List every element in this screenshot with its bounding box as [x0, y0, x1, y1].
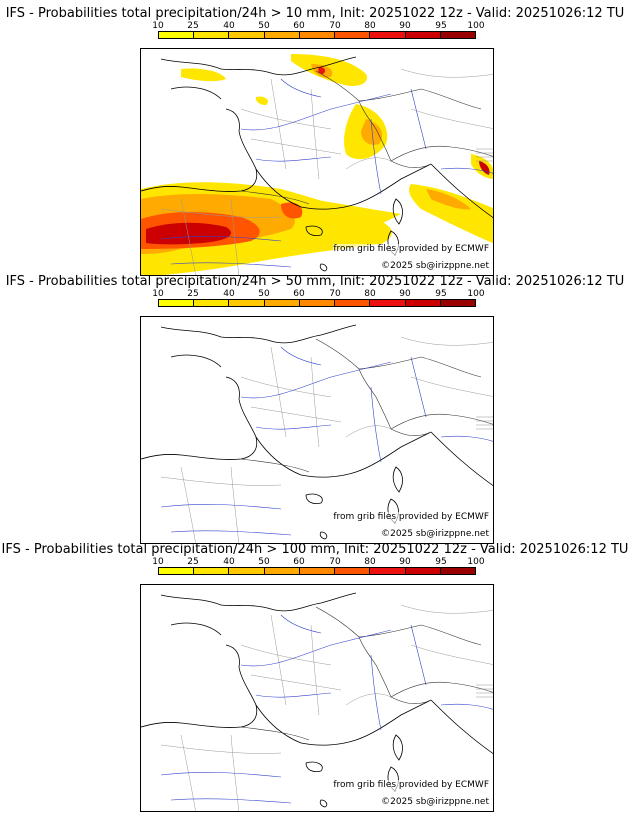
alpine-detail [476, 148, 493, 162]
colorbar-segment [370, 32, 406, 38]
colorbar-tick: 90 [399, 21, 411, 31]
colorbar-tick: 40 [223, 289, 235, 299]
colorbar-tick: 95 [435, 21, 447, 31]
colorbar-segment [229, 568, 265, 574]
colorbar-segment [264, 300, 300, 306]
rivers [160, 614, 493, 804]
colorbar-segment [405, 300, 441, 306]
coastlines [141, 56, 493, 272]
colorbar-tick: 95 [435, 289, 447, 299]
regional-boundaries [160, 68, 493, 275]
colorbar-tick: 70 [329, 289, 341, 299]
colorbar-segment [405, 568, 441, 574]
regional-boundaries [160, 604, 493, 811]
colorbar-segment [159, 568, 195, 574]
probability-map: from grib files provided by ECMWF ©2025 … [140, 316, 494, 544]
borders [240, 70, 493, 205]
colorbar [158, 31, 476, 39]
colorbar-segment [335, 568, 371, 574]
colorbar-tick: 100 [467, 21, 485, 31]
colorbar-tick: 10 [152, 557, 164, 567]
rivers [160, 78, 493, 268]
colorbar-segment [229, 300, 265, 306]
colorbar-segment [264, 32, 300, 38]
colorbar-segment [440, 32, 475, 38]
alpine-detail [476, 416, 493, 430]
probability-map: from grib files provided by ECMWF ©2025 … [140, 48, 494, 276]
map-panel-10mm: IFS - Probabilities total precipitation/… [0, 6, 630, 278]
colorbar-segment [159, 300, 195, 306]
colorbar-segment [335, 300, 371, 306]
colorbar-tick: 25 [187, 557, 199, 567]
colorbar-tick: 80 [364, 557, 376, 567]
panel-title: IFS - Probabilities total precipitation/… [1, 542, 629, 557]
colorbar-segment [194, 300, 230, 306]
colorbar-tick: 70 [329, 21, 341, 31]
colorbar-segment [440, 568, 475, 574]
source-note: from grib files provided by ECMWF [333, 244, 489, 255]
colorbar-tick: 60 [293, 289, 305, 299]
borders [240, 606, 493, 741]
map-panel-50mm: IFS - Probabilities total precipitation/… [0, 274, 630, 546]
alpine-detail [476, 684, 493, 698]
colorbar-tick: 50 [258, 289, 270, 299]
colorbar-segment [194, 568, 230, 574]
colorbar-segment [405, 32, 441, 38]
colorbar-tick: 25 [187, 21, 199, 31]
colorbar-segment [299, 32, 336, 38]
colorbar-segment [370, 568, 406, 574]
colorbar-tick: 80 [364, 21, 376, 31]
copyright: ©2025 sb@irizppne.net [381, 797, 489, 808]
colorbar-tick: 90 [399, 557, 411, 567]
colorbar-segment [194, 32, 230, 38]
colorbar-tick: 50 [258, 557, 270, 567]
precip-shading [141, 54, 493, 275]
colorbar-segment [440, 300, 475, 306]
colorbar-ticks: 10 25 40 50 60 70 80 90 95 100 [152, 21, 484, 31]
colorbar-tick: 10 [152, 289, 164, 299]
copyright: ©2025 sb@irizppne.net [381, 261, 489, 272]
colorbar-ticks: 10 25 40 50 60 70 80 90 95 100 [152, 557, 484, 567]
colorbar-tick: 100 [467, 289, 485, 299]
colorbar-tick: 50 [258, 21, 270, 31]
colorbar-tick: 95 [435, 557, 447, 567]
colorbar-segment [299, 300, 336, 306]
colorbar-ticks: 10 25 40 50 60 70 80 90 95 100 [152, 289, 484, 299]
source-note: from grib files provided by ECMWF [333, 512, 489, 523]
colorbar-tick: 70 [329, 557, 341, 567]
panel-title: IFS - Probabilities total precipitation/… [5, 6, 625, 21]
colorbar-tick: 10 [152, 21, 164, 31]
colorbar-segment [159, 32, 195, 38]
colorbar-segment [229, 32, 265, 38]
panel-title: IFS - Probabilities total precipitation/… [5, 274, 625, 289]
colorbar-tick: 25 [187, 289, 199, 299]
colorbar [158, 567, 476, 575]
colorbar-segment [264, 568, 300, 574]
colorbar [158, 299, 476, 307]
probability-map: from grib files provided by ECMWF ©2025 … [140, 584, 494, 812]
colorbar-tick: 40 [223, 557, 235, 567]
colorbar-segment [370, 300, 406, 306]
source-note: from grib files provided by ECMWF [333, 780, 489, 791]
colorbar-tick: 100 [467, 557, 485, 567]
colorbar-tick: 40 [223, 21, 235, 31]
borders [240, 338, 493, 473]
colorbar-tick: 80 [364, 289, 376, 299]
copyright: ©2025 sb@irizppne.net [381, 529, 489, 540]
coastlines [141, 324, 493, 540]
colorbar-tick: 90 [399, 289, 411, 299]
rivers [160, 346, 493, 536]
colorbar-tick: 60 [293, 21, 305, 31]
colorbar-segment [335, 32, 371, 38]
coastlines [141, 592, 493, 808]
map-panel-100mm: IFS - Probabilities total precipitation/… [0, 542, 630, 814]
colorbar-tick: 60 [293, 557, 305, 567]
colorbar-segment [299, 568, 336, 574]
